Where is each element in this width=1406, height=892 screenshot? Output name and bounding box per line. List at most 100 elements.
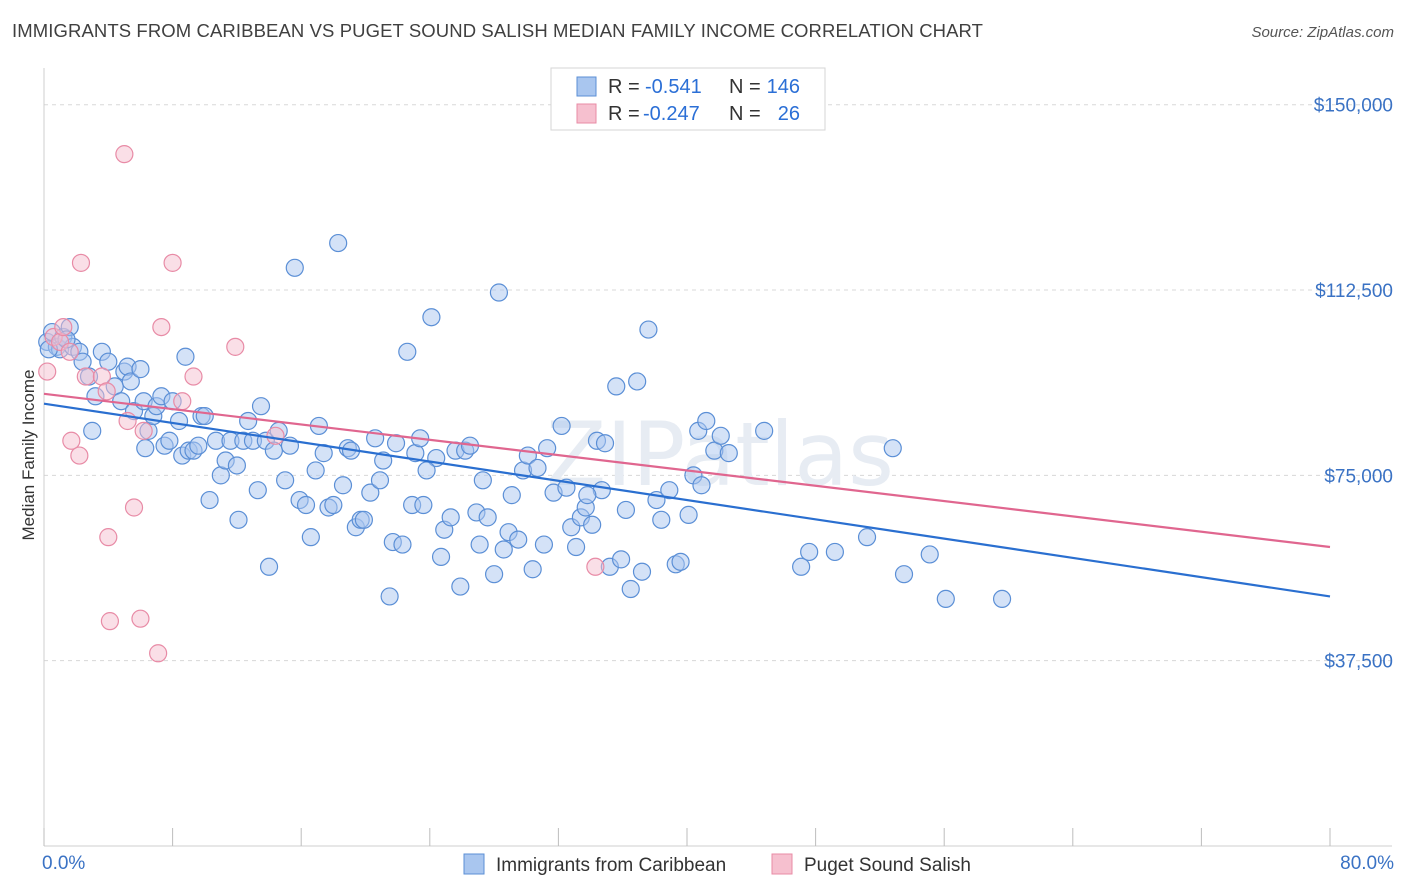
trend-lines (43, 392, 1331, 598)
blue-point-142 (800, 542, 819, 562)
series-legend: Immigrants from Caribbean Puget Sound Sa… (463, 853, 971, 876)
blue-point-37 (200, 490, 219, 510)
blue-point-143 (825, 542, 844, 562)
blue-point-132 (679, 505, 698, 524)
pink-point-10 (97, 382, 116, 401)
blue-point-120 (607, 377, 626, 396)
salish-trend-line (43, 392, 1331, 549)
blue-point-123 (621, 579, 640, 599)
blue-point-126 (639, 320, 658, 339)
blue-point-83 (422, 308, 441, 327)
blue-point-49 (259, 557, 279, 576)
axes (43, 68, 1392, 847)
blue-point-10 (83, 421, 102, 440)
pink-point-16 (131, 609, 150, 628)
blue-point-149 (992, 589, 1012, 609)
blue-point-63 (329, 233, 348, 253)
blue-point-29 (169, 411, 189, 431)
blue-point-64 (333, 476, 353, 495)
legend-r-label: R = (608, 76, 640, 98)
salish-points (38, 145, 605, 663)
blue-point-57 (301, 528, 320, 547)
blue-point-105 (528, 458, 547, 478)
blue-point-94 (473, 471, 492, 490)
correlation-legend: R = -0.541 N = 146 R = -0.247 N = 26 (550, 67, 826, 131)
x-tick-label-max: 80.0% (1340, 853, 1394, 874)
legend-swatch-blue (576, 76, 597, 97)
blue-point-122 (616, 500, 636, 520)
chart-title: IMMIGRANTS FROM CARIBBEAN VS PUGET SOUND… (12, 20, 984, 41)
y-tick-label-0: $37,500 (1324, 652, 1393, 673)
blue-point-52 (276, 471, 295, 490)
pink-point-6 (70, 446, 89, 465)
series-swatch-blue (463, 853, 485, 875)
y-tick-label-3: $150,000 (1314, 96, 1393, 117)
blue-point-104 (523, 560, 542, 579)
pink-point-13 (115, 145, 134, 164)
blue-point-154 (417, 461, 436, 480)
blue-point-101 (509, 530, 528, 549)
pink-point-5 (62, 431, 81, 450)
blue-point-18 (121, 372, 140, 391)
blue-point-145 (883, 439, 902, 458)
y-tick-labels: $37,500 $75,000 $112,500 $150,000 (1314, 96, 1393, 673)
series-swatch-pink (771, 853, 793, 875)
blue-point-69 (354, 510, 373, 529)
blue-point-129 (660, 481, 679, 500)
pink-point-18 (149, 644, 168, 663)
legend-r-value: -0.541 (645, 76, 702, 98)
pink-point-23 (226, 337, 245, 356)
legend-n-value: 146 (767, 76, 800, 98)
blue-point-31 (176, 347, 195, 366)
pink-point-21 (173, 392, 192, 411)
blue-point-153 (229, 510, 248, 529)
blue-point-56 (296, 495, 316, 515)
legend-n-label: N = (729, 76, 761, 98)
caribbean-trend-line (43, 402, 1331, 598)
source-note: Source: ZipAtlas.com (1251, 24, 1394, 41)
legend-r-value: -0.247 (643, 103, 700, 125)
blue-point-27 (160, 431, 179, 450)
legend-r-label: R = (608, 103, 640, 125)
blue-point-82 (414, 495, 433, 515)
x-tick-labels: 0.0% 80.0% (42, 853, 1394, 874)
blue-point-131 (671, 552, 690, 571)
pink-point-11 (99, 528, 118, 547)
pink-point-12 (100, 612, 120, 631)
blue-point-139 (719, 444, 738, 463)
blue-point-74 (380, 587, 399, 606)
legend-n-value: 26 (778, 103, 800, 125)
blue-point-72 (370, 471, 390, 490)
blue-point-106 (534, 535, 554, 554)
blue-point-87 (441, 508, 460, 527)
pink-point-25 (586, 557, 605, 576)
legend-swatch-pink (576, 103, 597, 124)
pink-point-0 (38, 362, 57, 381)
blue-point-125 (632, 562, 652, 581)
blue-point-118 (595, 434, 615, 453)
y-tick-label-1: $75,000 (1324, 466, 1393, 487)
blue-point-93 (470, 535, 489, 554)
blue-point-97 (489, 283, 509, 302)
pink-point-22 (184, 367, 203, 386)
blue-point-78 (398, 342, 417, 361)
blue-point-77 (393, 535, 412, 554)
pink-point-3 (54, 317, 73, 337)
pink-point-20 (163, 253, 182, 272)
pink-point-15 (124, 498, 144, 517)
gridlines (44, 104, 1392, 662)
blue-point-136 (697, 411, 716, 431)
pink-point-17 (134, 421, 153, 440)
blue-point-89 (451, 577, 470, 596)
blue-point-44 (239, 411, 258, 431)
blue-point-62 (324, 495, 343, 515)
blue-point-85 (431, 547, 451, 566)
blue-point-146 (894, 565, 914, 584)
blue-point-95 (478, 508, 497, 527)
blue-point-109 (552, 416, 571, 436)
blue-point-115 (583, 515, 602, 534)
blue-point-147 (920, 545, 939, 564)
series-label-caribbean: Immigrants from Caribbean (496, 855, 726, 876)
blue-point-148 (936, 589, 955, 609)
blue-point-34 (189, 436, 208, 455)
